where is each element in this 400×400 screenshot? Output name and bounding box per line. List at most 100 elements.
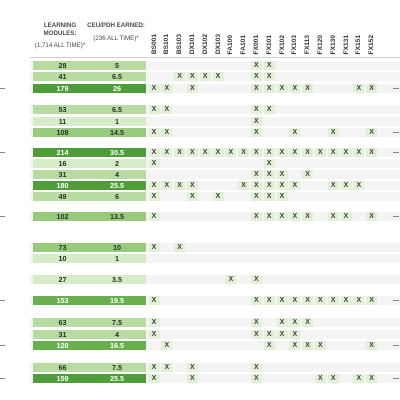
course-completed-mark-fx101: X — [263, 170, 275, 179]
ceu-earned: 25.5 — [88, 181, 146, 190]
modules-count: 214 — [33, 148, 92, 157]
course-completed-mark-fx120: X — [314, 296, 326, 305]
ceu-earned: 7.5 — [88, 363, 146, 372]
overflow-dash — [393, 216, 399, 217]
modules-count: 179 — [33, 84, 92, 93]
course-completed-mark-fx102: X — [276, 148, 288, 157]
left-edge-dash — [0, 152, 5, 153]
course-completed-mark-fx001: X — [250, 148, 262, 157]
overflow-dash — [393, 378, 399, 379]
course-completed-mark-bs103: X — [174, 148, 186, 157]
course-completed-mark-bs101: X — [161, 363, 173, 372]
course-code: FX152 — [368, 34, 376, 54]
table-row: 153 19.5 X X X X X X X X X X X — [0, 296, 400, 305]
course-completed-mark-fx001: X — [250, 170, 262, 179]
course-code: FX151 — [355, 34, 363, 54]
course-header-fx113: FX113 — [302, 4, 314, 54]
left-edge-dash — [0, 300, 5, 301]
course-completed-mark-fx001: X — [250, 296, 262, 305]
course-completed-mark-bs001: X — [148, 192, 160, 201]
table-row: 73 10 X X — [0, 243, 400, 252]
course-completed-mark-fx113: X — [302, 318, 314, 327]
course-completed-mark-fx001: X — [250, 72, 262, 81]
course-completed-mark-fx102: X — [276, 330, 288, 339]
course-completed-mark-dx101: X — [186, 374, 198, 383]
course-completed-mark-fx131: X — [340, 148, 352, 157]
course-completed-mark-fx001: X — [250, 84, 262, 93]
course-completed-mark-dx101: X — [186, 148, 198, 157]
table-row: 41 6.5 X X X X X X — [0, 72, 400, 81]
row-background — [30, 330, 400, 339]
course-completed-mark-fx103: X — [289, 84, 301, 93]
course-completed-mark-fx152: X — [366, 84, 378, 93]
course-completed-mark-bs001: X — [148, 159, 160, 168]
course-completed-mark-fx130: X — [327, 374, 339, 383]
course-completed-mark-fx101: X — [263, 72, 275, 81]
table-row: 11 1 X — [0, 117, 400, 126]
table-row: 49 6 X X X X X X — [0, 192, 400, 201]
modules-count: 31 — [33, 170, 92, 179]
course-completed-mark-fx113: X — [302, 296, 314, 305]
course-code: DX103 — [214, 33, 222, 54]
left-edge-dash — [0, 378, 5, 379]
left-edge-dash — [0, 88, 5, 89]
course-code: FX101 — [265, 34, 273, 54]
row-background — [30, 84, 400, 93]
course-header-fx103: FX103 — [289, 4, 301, 54]
course-completed-mark-fx001: X — [250, 363, 262, 372]
ceu-earned: 6.5 — [88, 105, 146, 114]
course-completed-mark-fx130: X — [327, 296, 339, 305]
course-code: DX102 — [201, 33, 209, 54]
ceu-earned: 1 — [88, 254, 146, 263]
ceu-earned: 19.5 — [88, 296, 146, 305]
course-completed-mark-fx102: X — [276, 296, 288, 305]
overflow-dash — [393, 345, 399, 346]
modules-count: 63 — [33, 318, 92, 327]
ceu-header: CEU/PDH EARNED: (236 ALL TIME)* — [87, 22, 145, 42]
course-code: BS101 — [163, 33, 171, 54]
left-edge-dash — [0, 216, 5, 217]
row-background — [30, 128, 400, 137]
course-completed-mark-fx101: X — [263, 192, 275, 201]
course-completed-mark-fx101: X — [263, 330, 275, 339]
table-row: 53 6.5 X X X X — [0, 105, 400, 114]
course-completed-mark-fx001: X — [250, 61, 262, 70]
course-completed-mark-bs103: X — [174, 181, 186, 190]
course-completed-mark-dx101: X — [186, 181, 198, 190]
course-completed-mark-fx103: X — [289, 318, 301, 327]
row-background — [30, 181, 400, 190]
course-completed-mark-dx102: X — [199, 72, 211, 81]
course-completed-mark-fx103: X — [289, 341, 301, 350]
course-completed-mark-fx103: X — [289, 148, 301, 157]
course-completed-mark-bs101: X — [161, 341, 173, 350]
overflow-dash — [393, 88, 399, 89]
course-completed-mark-dx101: X — [186, 72, 198, 81]
course-completed-mark-fx103: X — [289, 181, 301, 190]
ceu-earned: 4 — [88, 330, 146, 339]
course-completed-mark-fx113: X — [302, 148, 314, 157]
row-background — [30, 275, 400, 284]
course-completed-mark-fx130: X — [327, 128, 339, 137]
learning-modules-header: LEARNING MODULES: (1,714 ALL TIME)* — [30, 22, 90, 50]
course-completed-mark-fa101: X — [238, 181, 250, 190]
course-header-bs103: BS103 — [174, 4, 186, 54]
course-completed-mark-fx151: X — [353, 296, 365, 305]
ceu-earned: 6 — [88, 192, 146, 201]
course-completed-mark-bs103: X — [174, 72, 186, 81]
course-completed-mark-fx001: X — [250, 117, 262, 126]
modules-count: 66 — [33, 363, 92, 372]
modules-count: 159 — [33, 374, 92, 383]
course-header-fa100: FA100 — [225, 4, 237, 54]
course-header-fx120: FX120 — [314, 4, 326, 54]
row-background — [30, 363, 400, 372]
table-row: 63 7.5 X X X X X — [0, 318, 400, 327]
course-code: BS001 — [150, 33, 158, 54]
course-completed-mark-fx151: X — [353, 374, 365, 383]
course-completed-mark-fx113: X — [302, 341, 314, 350]
course-completed-mark-fx001: X — [250, 330, 262, 339]
course-completed-mark-fx113: X — [302, 84, 314, 93]
overflow-dash — [393, 152, 399, 153]
course-completed-mark-fx151: X — [353, 181, 365, 190]
table-row: 159 25.5 X X X X X X X — [0, 374, 400, 383]
